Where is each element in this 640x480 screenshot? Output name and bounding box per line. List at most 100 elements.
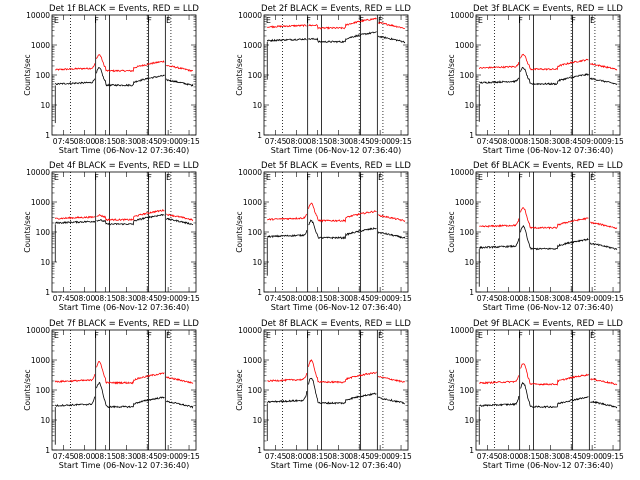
y-tick-label: 100 — [460, 71, 475, 80]
interval-marker-label: E — [378, 173, 383, 182]
events-series-line — [96, 213, 165, 226]
x-tick-label: 08:00 — [74, 137, 96, 146]
interval-marker-label: E — [590, 331, 595, 340]
events-series-line — [166, 78, 194, 87]
y-tick-label: 10 — [252, 258, 262, 267]
plot-frame — [51, 171, 197, 293]
x-tick-label: 08:30 — [328, 137, 350, 146]
x-tick-label: 09:00 — [581, 137, 603, 146]
interval-marker-label: F — [306, 331, 311, 340]
x-axis-label: Start Time (06-Nov-12 07:36:40) — [483, 146, 613, 155]
y-tick-label: 10 — [464, 258, 474, 267]
x-tick-label: 07:45 — [265, 452, 287, 461]
events-series-line — [54, 220, 96, 225]
interval-marker-label: E — [266, 173, 271, 182]
events-series-line — [96, 381, 165, 409]
events-series-line — [165, 400, 194, 409]
events-series-line — [308, 377, 377, 405]
plot-frame — [475, 329, 621, 451]
x-tick-label: 08:00 — [498, 452, 520, 461]
lld-series-line — [589, 62, 618, 71]
events-series-line — [96, 67, 165, 87]
interval-marker-label: F — [359, 331, 364, 340]
plot-frame — [51, 14, 197, 136]
plot-frame — [263, 329, 409, 451]
events-series-line — [520, 224, 589, 251]
interval-marker-label: E — [166, 331, 171, 340]
y-axis-label: Counts/sec — [235, 369, 244, 410]
x-tick-label: 09:00 — [581, 452, 603, 461]
lld-series-line — [377, 375, 405, 383]
interval-marker-label: E — [478, 173, 483, 182]
y-tick-label: 10000 — [238, 168, 262, 177]
x-tick-label: 09:15 — [602, 137, 624, 146]
y-tick-label: 1000 — [31, 41, 50, 50]
x-tick-label: 08:15 — [307, 137, 329, 146]
x-tick-label: 08:45 — [560, 137, 582, 146]
lld-series-line — [267, 372, 308, 383]
x-tick-label: 08:45 — [348, 294, 370, 303]
y-tick-label: 1000 — [243, 198, 262, 207]
x-axis-label: Start Time (06-Nov-12 07:36:40) — [483, 303, 613, 312]
y-tick-label: 10000 — [238, 11, 262, 20]
x-axis-label: Start Time (06-Nov-12 07:36:40) — [59, 303, 189, 312]
panel-title: Det 3f BLACK = Events, RED = LLD — [473, 4, 623, 14]
x-tick-label: 09:15 — [390, 452, 412, 461]
panel-title: Det 9f BLACK = Events, RED = LLD — [473, 319, 623, 329]
y-tick-label: 10000 — [450, 168, 474, 177]
plot-frame — [475, 171, 621, 293]
events-series-line — [377, 231, 406, 239]
interval-marker-label: F — [94, 331, 99, 340]
y-axis-label: Counts/sec — [23, 54, 32, 95]
y-tick-label: 1000 — [455, 41, 474, 50]
x-tick-label: 08:30 — [540, 452, 562, 461]
interval-marker-label: F — [571, 331, 576, 340]
x-tick-label: 09:15 — [178, 452, 200, 461]
y-tick-label: 100 — [36, 386, 51, 395]
interval-marker-label: E — [590, 16, 595, 25]
y-tick-label: 10 — [252, 101, 262, 110]
y-tick-label: 1000 — [243, 356, 262, 365]
x-tick-label: 08:30 — [540, 137, 562, 146]
interval-marker-label: E — [54, 331, 59, 340]
x-tick-label: 07:45 — [53, 452, 75, 461]
lld-series-line — [96, 360, 165, 385]
x-tick-label: 08:15 — [95, 137, 117, 146]
x-tick-label: 09:15 — [178, 137, 200, 146]
x-axis-label: Start Time (06-Nov-12 07:36:40) — [271, 303, 401, 312]
y-axis-label: Counts/sec — [23, 369, 32, 410]
y-tick-label: 10 — [252, 416, 262, 425]
y-tick-label: 100 — [36, 71, 51, 80]
lld-series-line — [166, 64, 194, 73]
interval-marker-label: E — [378, 16, 383, 25]
y-tick-label: 1 — [257, 288, 262, 297]
lld-series-line — [308, 17, 377, 30]
interval-marker-label: F — [147, 16, 152, 25]
interval-marker-label: F — [147, 331, 152, 340]
x-tick-label: 09:00 — [369, 294, 391, 303]
interval-marker-label: E — [378, 331, 383, 340]
interval-marker-label: F — [306, 16, 311, 25]
interval-marker-label: F — [518, 16, 523, 25]
y-tick-label: 1000 — [455, 198, 474, 207]
x-axis-label: Start Time (06-Nov-12 07:36:40) — [271, 461, 401, 470]
x-tick-label: 07:45 — [53, 294, 75, 303]
events-series-line — [267, 391, 308, 404]
x-tick-label: 09:00 — [157, 452, 179, 461]
y-tick-label: 1 — [469, 446, 474, 455]
x-tick-label: 08:30 — [116, 452, 138, 461]
events-series-line — [308, 219, 377, 240]
interval-marker-label: F — [518, 331, 523, 340]
y-tick-label: 100 — [460, 386, 475, 395]
x-tick-label: 08:30 — [328, 452, 350, 461]
lld-series-line — [54, 215, 96, 220]
x-tick-label: 07:45 — [477, 452, 499, 461]
x-tick-label: 08:30 — [116, 294, 138, 303]
plot-frame — [475, 14, 621, 136]
panel-title: Det 8f BLACK = Events, RED = LLD — [261, 319, 411, 329]
panel-title: Det 1f BLACK = Events, RED = LLD — [49, 4, 199, 14]
x-tick-label: 08:15 — [519, 294, 541, 303]
x-tick-label: 09:15 — [390, 137, 412, 146]
interval-marker-label: E — [266, 16, 271, 25]
